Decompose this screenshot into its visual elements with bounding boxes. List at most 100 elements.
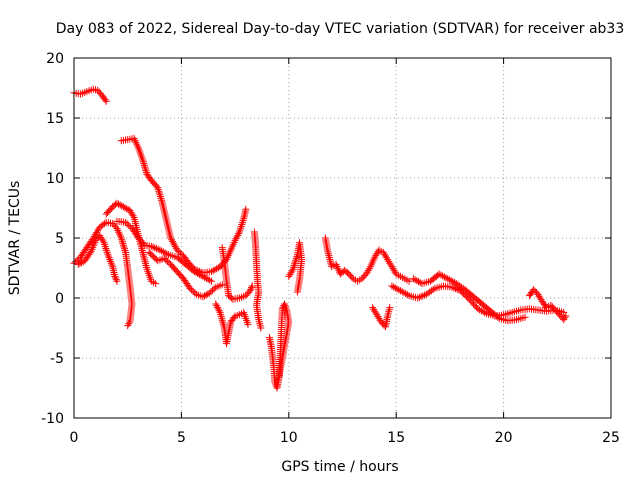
data-point — [233, 233, 241, 241]
y-axis: -10 -5 0 5 10 15 20 — [41, 51, 611, 427]
data-point — [142, 169, 150, 177]
data-point — [119, 241, 127, 249]
data-point — [451, 285, 459, 293]
data-point — [206, 276, 214, 284]
data-point — [99, 237, 107, 245]
data-point — [152, 280, 160, 288]
data-point — [555, 311, 563, 319]
series-prn-i — [212, 300, 252, 348]
data-point — [530, 286, 538, 294]
data-point — [521, 313, 529, 321]
data-point — [468, 298, 476, 306]
data-point — [191, 289, 199, 297]
x-tick-label: 15 — [387, 430, 405, 446]
data-point — [188, 286, 196, 294]
data-point — [190, 265, 198, 273]
data-point — [175, 248, 183, 255]
data-point — [119, 203, 127, 211]
data-point — [160, 254, 168, 262]
data-point — [242, 205, 250, 213]
data-point — [155, 187, 163, 195]
data-point — [154, 245, 162, 253]
data-point — [370, 305, 378, 313]
data-point — [139, 158, 147, 166]
data-point — [371, 253, 379, 261]
data-point — [192, 266, 200, 274]
data-point — [369, 304, 377, 312]
data-point — [247, 285, 255, 293]
grid-lines — [74, 58, 611, 418]
data-point — [235, 230, 243, 238]
data-point — [547, 301, 555, 309]
data-point — [162, 256, 170, 264]
y-tick-label: 15 — [46, 111, 64, 127]
data-point — [348, 273, 356, 281]
data-point — [275, 372, 283, 380]
data-point — [244, 320, 252, 328]
series-prn-b — [117, 134, 192, 266]
series-prn-e — [102, 199, 160, 288]
data-point — [471, 302, 479, 310]
data-point — [88, 245, 96, 253]
data-point — [156, 193, 164, 201]
data-point — [562, 312, 570, 320]
data-point — [364, 266, 372, 274]
data-point — [560, 308, 568, 316]
data-point — [359, 273, 367, 281]
data-point — [202, 291, 210, 299]
data-point — [345, 270, 353, 278]
data-point — [78, 259, 86, 267]
data-point — [285, 272, 293, 280]
data-point — [287, 269, 295, 277]
data-point — [386, 259, 394, 267]
data-point — [125, 320, 133, 328]
data-point — [551, 306, 559, 314]
data-point — [239, 217, 247, 225]
x-tick-label: 25 — [602, 430, 620, 446]
series-prn-h — [184, 205, 250, 277]
data-points — [70, 85, 570, 392]
data-point — [107, 257, 115, 265]
data-point — [124, 322, 132, 330]
data-point — [91, 236, 99, 244]
data-point — [470, 300, 478, 308]
data-point — [103, 246, 111, 254]
data-point — [387, 261, 395, 269]
data-point — [417, 293, 425, 301]
series-prn-q — [409, 270, 529, 325]
data-point — [189, 287, 197, 295]
x-tick-label: 10 — [280, 430, 298, 446]
data-point — [117, 234, 125, 242]
data-point — [554, 309, 562, 317]
data-point — [374, 313, 382, 321]
data-point — [115, 200, 123, 208]
data-point — [212, 300, 220, 308]
data-point — [154, 185, 162, 193]
data-point — [176, 249, 184, 257]
data-point — [534, 290, 542, 298]
data-point — [105, 254, 113, 262]
series-prn-m — [285, 239, 306, 296]
data-point — [155, 189, 163, 197]
data-point — [90, 240, 98, 248]
data-point — [140, 160, 148, 168]
data-point — [209, 286, 217, 294]
data-point — [246, 287, 254, 295]
data-point — [140, 161, 148, 169]
data-point — [94, 227, 102, 235]
data-point — [108, 261, 116, 269]
data-point — [139, 156, 147, 164]
data-point — [163, 250, 171, 258]
data-point — [104, 252, 112, 260]
data-point — [111, 272, 119, 280]
data-point — [101, 220, 109, 228]
data-point — [147, 242, 155, 250]
data-point — [119, 239, 127, 247]
data-point — [380, 250, 388, 258]
data-point — [373, 311, 381, 319]
data-point — [151, 244, 159, 252]
data-point — [95, 88, 103, 96]
data-point — [156, 191, 164, 199]
data-point — [390, 266, 398, 274]
data-point — [291, 260, 299, 268]
